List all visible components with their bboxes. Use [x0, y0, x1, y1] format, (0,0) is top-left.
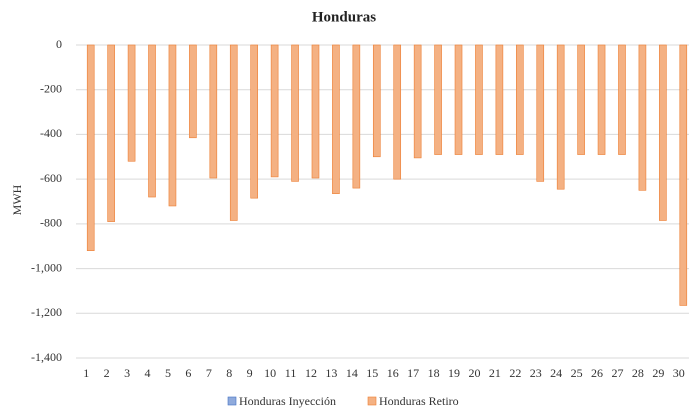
bar: [536, 44, 545, 182]
x-tick-label: 6: [185, 366, 191, 380]
bar: [189, 44, 197, 139]
x-tick-label: 26: [591, 366, 603, 380]
y-tick-label: -1,000: [31, 260, 62, 274]
bar: [86, 44, 95, 251]
x-tick-label: 19: [448, 366, 460, 380]
legend-swatch: [227, 396, 237, 406]
y-tick-label: -1,400: [31, 350, 62, 364]
x-tick-label: 30: [673, 366, 685, 380]
x-tick-label: 24: [550, 366, 562, 380]
bar: [679, 44, 688, 306]
y-axis-label: MWH: [10, 184, 24, 215]
x-tick-label: 27: [611, 366, 623, 380]
x-tick-label: 29: [652, 366, 664, 380]
legend-label: Honduras Retiro: [379, 394, 459, 408]
chart-title: Honduras: [312, 9, 376, 25]
bar: [618, 44, 626, 155]
bar: [454, 44, 463, 155]
x-tick-label: 5: [165, 366, 171, 380]
x-tick-label: 16: [387, 366, 399, 380]
bar: [638, 44, 647, 191]
x-tick-label: 22: [509, 366, 521, 380]
bar: [413, 44, 422, 159]
bar: [352, 44, 361, 189]
bar: [168, 44, 177, 207]
bar: [332, 44, 340, 194]
bar: [311, 44, 320, 179]
y-tick-label: -400: [40, 126, 62, 140]
x-tick-label: 4: [145, 366, 151, 380]
legend-label: Honduras Inyección: [239, 394, 336, 408]
bar: [556, 44, 565, 190]
bar: [372, 44, 381, 158]
bar: [577, 44, 585, 155]
x-tick-label: 9: [247, 366, 253, 380]
bar: [209, 44, 218, 179]
bar: [127, 44, 136, 162]
y-tick-label: -200: [40, 81, 62, 95]
y-tick-label: -800: [40, 216, 62, 230]
bar: [516, 44, 524, 155]
x-tick-label: 25: [571, 366, 583, 380]
bar: [148, 44, 156, 198]
x-tick-label: 14: [346, 366, 358, 380]
x-tick-label: 28: [632, 366, 644, 380]
bar: [597, 44, 606, 155]
y-tick-label: 0: [56, 37, 62, 51]
x-tick-label: 17: [407, 366, 419, 380]
bar: [475, 44, 483, 155]
x-tick-label: 18: [428, 366, 440, 380]
bar: [434, 44, 442, 155]
x-tick-label: 7: [206, 366, 212, 380]
x-tick-label: 12: [305, 366, 317, 380]
bar: [250, 44, 258, 199]
bar: [495, 44, 504, 155]
x-tick-label: 15: [366, 366, 378, 380]
x-tick-label: 3: [124, 366, 130, 380]
bar: [291, 44, 299, 182]
bar: [270, 44, 279, 178]
x-tick-label: 20: [468, 366, 480, 380]
x-tick-label: 11: [285, 366, 297, 380]
bar: [229, 44, 238, 221]
x-tick-label: 1: [83, 366, 89, 380]
bar: [107, 44, 115, 222]
x-tick-label: 13: [325, 366, 337, 380]
x-tick-label: 8: [226, 366, 232, 380]
x-tick-label: 2: [104, 366, 110, 380]
x-tick-label: 21: [489, 366, 501, 380]
legend-swatch: [367, 396, 377, 406]
x-tick-label: 23: [530, 366, 542, 380]
x-tick-label: 10: [264, 366, 276, 380]
bar: [393, 44, 402, 180]
y-tick-label: -600: [40, 171, 62, 185]
bar: [659, 44, 667, 221]
y-tick-label: -1,200: [31, 305, 62, 319]
